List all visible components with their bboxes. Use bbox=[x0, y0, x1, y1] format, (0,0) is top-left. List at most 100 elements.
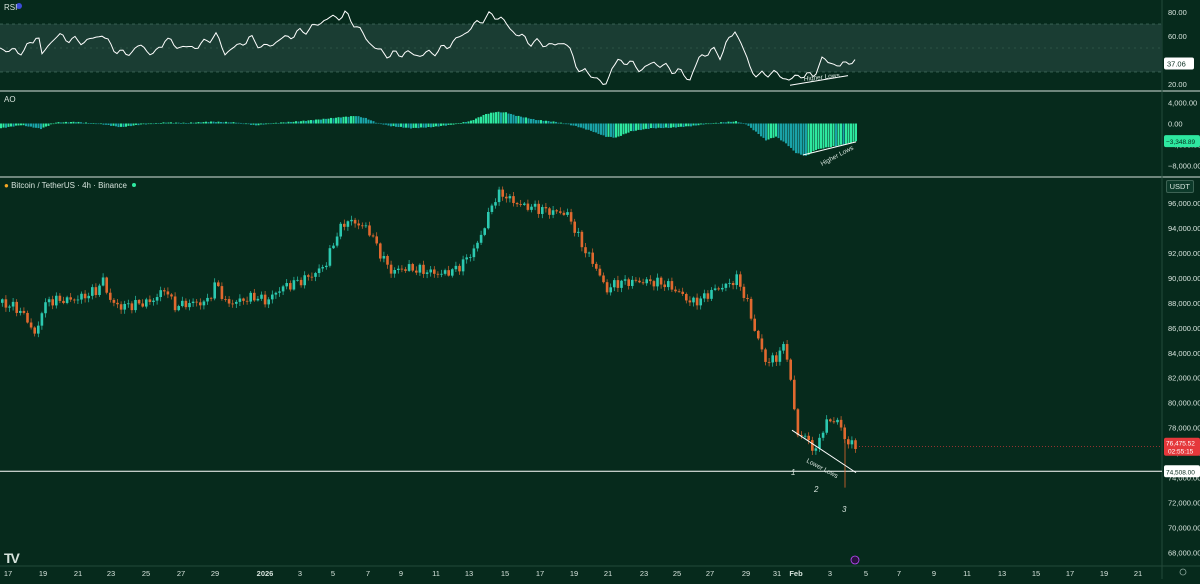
candle-body bbox=[674, 289, 677, 292]
candle-body bbox=[98, 285, 101, 295]
ao-histogram-bar bbox=[730, 121, 732, 124]
ao-histogram-bar bbox=[787, 123, 790, 147]
ao-histogram-bar bbox=[792, 123, 795, 151]
ao-histogram-bar bbox=[87, 123, 90, 124]
ao-histogram-bar bbox=[237, 122, 240, 124]
ao-histogram-bar bbox=[290, 121, 292, 124]
price-axis-label: 96,000.00 bbox=[1168, 199, 1200, 208]
price-axis-label: 74,000.00 bbox=[1168, 474, 1200, 483]
candle-body bbox=[494, 202, 497, 206]
ao-histogram-bar bbox=[687, 123, 690, 127]
ao-histogram-bar bbox=[340, 117, 342, 124]
price-axis-label: 94,000.00 bbox=[1168, 224, 1200, 233]
lightning-event-icon bbox=[850, 555, 860, 565]
candle-body bbox=[652, 281, 656, 287]
candle-body bbox=[382, 256, 386, 259]
ao-histogram-bar bbox=[495, 112, 497, 124]
time-axis-label: 21 bbox=[604, 569, 612, 578]
candle-body bbox=[829, 419, 832, 422]
candle-body bbox=[541, 207, 544, 214]
ao-histogram-bar bbox=[420, 123, 422, 128]
candle-body bbox=[163, 290, 166, 292]
ao-higher-lows-label: Higher Lows bbox=[820, 144, 856, 167]
rsi-pane-title[interactable]: RSI bbox=[4, 3, 18, 12]
candle-body bbox=[688, 300, 692, 303]
rsi-value-tag-bg bbox=[1164, 57, 1194, 70]
ao-histogram-bar bbox=[95, 123, 97, 125]
ao-histogram-bar bbox=[102, 123, 105, 125]
ao-histogram-bar bbox=[330, 117, 332, 124]
candle-body bbox=[537, 203, 540, 214]
ao-histogram-bar bbox=[827, 123, 830, 148]
ao-histogram-bar bbox=[347, 116, 350, 124]
candle-body bbox=[793, 379, 796, 410]
ao-histogram-bar bbox=[642, 123, 645, 130]
candle-body bbox=[227, 299, 231, 304]
candle-body bbox=[101, 277, 105, 286]
candle-body bbox=[577, 231, 580, 233]
ao-histogram-bar bbox=[560, 122, 562, 124]
ao-histogram-bar bbox=[127, 123, 130, 126]
candle-body bbox=[65, 297, 69, 303]
ao-histogram-bar bbox=[750, 123, 752, 128]
candle-body bbox=[451, 269, 454, 276]
ao-histogram-bar bbox=[157, 123, 160, 124]
ao-histogram-bar bbox=[335, 117, 337, 124]
ao-histogram-bar bbox=[527, 118, 530, 124]
ao-histogram-bar bbox=[450, 123, 452, 125]
ao-histogram-bar bbox=[145, 123, 147, 125]
ao-histogram-bar bbox=[162, 122, 165, 124]
candle-body bbox=[706, 293, 710, 299]
candle-body bbox=[692, 297, 695, 303]
ao-histogram-bar bbox=[622, 123, 625, 135]
ao-histogram-bar bbox=[182, 122, 185, 124]
ao-histogram-bar bbox=[367, 119, 370, 124]
ao-histogram-bar bbox=[715, 122, 717, 124]
ao-histogram-bar bbox=[847, 123, 850, 144]
ao-histogram-bar bbox=[812, 123, 815, 152]
lower-lows-trendline bbox=[791, 429, 857, 474]
ao-histogram-bar bbox=[717, 123, 720, 124]
ao-histogram-bar bbox=[52, 123, 55, 125]
ao-histogram-bar bbox=[410, 123, 412, 129]
candle-body bbox=[764, 349, 767, 362]
candle-body bbox=[368, 225, 371, 236]
ao-axis-label: 4,000.00 bbox=[1168, 99, 1197, 108]
candle-body bbox=[191, 301, 195, 304]
candle-body bbox=[562, 212, 566, 215]
time-axis-label: 3 bbox=[298, 569, 302, 578]
ao-histogram-bar bbox=[100, 123, 102, 125]
ao-histogram-bar bbox=[632, 123, 635, 132]
ao-histogram-bar bbox=[635, 123, 637, 131]
currency-button[interactable]: USDT bbox=[1165, 180, 1194, 193]
candle-body bbox=[746, 297, 749, 299]
candle-body bbox=[116, 302, 119, 305]
ao-histogram-bar bbox=[215, 122, 217, 124]
ao-histogram-bar bbox=[520, 116, 522, 124]
ao-histogram-bar bbox=[670, 123, 672, 128]
candle-body bbox=[188, 303, 191, 308]
ao-histogram-bar bbox=[217, 121, 220, 124]
candle-body bbox=[634, 279, 638, 281]
ao-histogram-bar bbox=[602, 123, 605, 136]
price-axis-label: 68,000.00 bbox=[1168, 549, 1200, 558]
candle-body bbox=[469, 257, 472, 258]
candle-body bbox=[667, 281, 670, 288]
ao-histogram-bar bbox=[97, 123, 100, 125]
ao-histogram-bar bbox=[192, 122, 195, 124]
ao-histogram-bar bbox=[777, 123, 780, 139]
ao-histogram-bar bbox=[105, 123, 107, 125]
ao-histogram-bar bbox=[650, 123, 652, 129]
candle-body bbox=[253, 292, 256, 301]
tradingview-logo-icon[interactable]: TV bbox=[4, 550, 20, 566]
ao-histogram-bar bbox=[505, 112, 507, 124]
candle-body bbox=[742, 286, 746, 298]
ao-pane-title[interactable]: AO bbox=[4, 95, 16, 104]
ao-histogram-bar bbox=[795, 123, 797, 154]
candle-body bbox=[267, 299, 270, 305]
candle-body bbox=[256, 298, 260, 301]
price-axis-label: 80,000.00 bbox=[1168, 399, 1200, 408]
symbol-title[interactable]: ● Bitcoin / TetherUS · 4h · Binance bbox=[4, 181, 127, 190]
